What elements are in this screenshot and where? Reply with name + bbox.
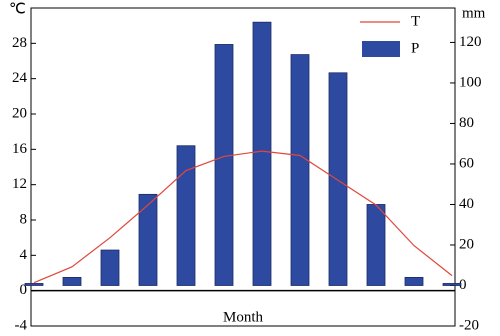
bar	[252, 21, 272, 286]
legend-label: P	[411, 40, 419, 56]
bar	[328, 72, 348, 286]
bar	[24, 283, 44, 286]
bar	[442, 283, 462, 286]
legend-swatch	[362, 41, 400, 57]
y-tick-label: 8	[20, 211, 28, 227]
y2-unit: mm	[462, 5, 486, 21]
y-tick-label: 24	[12, 70, 28, 86]
legend-label: T	[411, 13, 420, 29]
y-tick-label: 12	[12, 176, 27, 192]
y2-tick-label: 60	[459, 155, 474, 171]
x-axis-label: Month	[223, 309, 264, 325]
y2-tick-label: 40	[459, 196, 474, 212]
y-tick-label: 28	[12, 35, 27, 51]
y-tick-label: 4	[20, 247, 28, 263]
y-tick-label: 0	[20, 282, 28, 298]
bar	[366, 204, 386, 286]
y2-tick-label: 120	[459, 34, 482, 50]
bar	[138, 193, 158, 286]
y-tick-label: -4	[15, 317, 28, 333]
bar	[404, 276, 424, 286]
y2-tick-label: 0	[459, 277, 467, 293]
y2-tick-label: 20	[459, 236, 474, 252]
bar	[176, 145, 196, 286]
bar	[214, 44, 234, 286]
y2-tick-label: 100	[459, 74, 482, 90]
y2-tick-label: -20	[459, 317, 479, 333]
y-tick-label: 16	[12, 141, 28, 157]
line	[33, 150, 453, 284]
bar	[62, 276, 82, 286]
bar	[100, 249, 120, 286]
y2-tick-label: 80	[459, 115, 474, 131]
plot-frame	[30, 7, 456, 327]
y-tick-label: 20	[12, 105, 27, 121]
bar	[290, 54, 310, 286]
y-unit: ℃	[9, 1, 26, 17]
